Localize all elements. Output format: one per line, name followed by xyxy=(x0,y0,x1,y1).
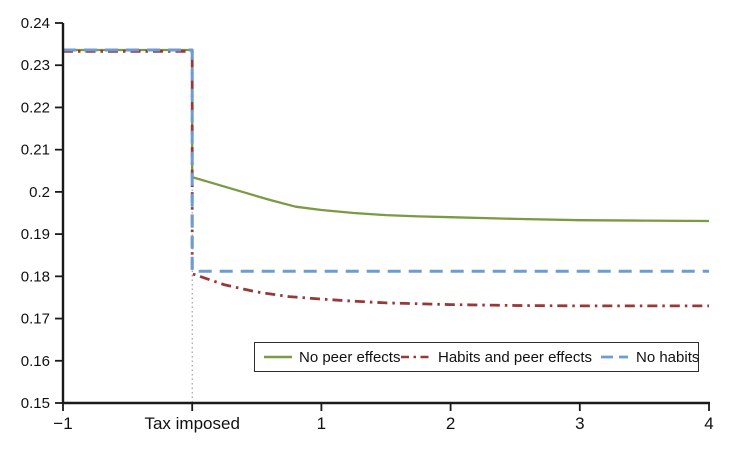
series-line-no-peer-effects xyxy=(63,48,710,223)
y-tick-label: 0.17 xyxy=(21,311,50,328)
legend-entry-no-peer-effects: No peer effects xyxy=(264,343,400,371)
x-tick-label: 1 xyxy=(317,414,326,433)
series-line-no-habits xyxy=(63,48,709,273)
x-tick-label: 4 xyxy=(704,414,713,433)
y-tick-label: 0.24 xyxy=(21,15,50,32)
legend-label-no-peer-effects: No peer effects xyxy=(299,348,401,366)
y-tick-label: 0.19 xyxy=(21,226,50,243)
y-tick-label: 0.18 xyxy=(21,268,50,285)
series-line-habits-and-peer-effects xyxy=(63,49,709,308)
legend-label-habits-and-peer-effects: Habits and peer effects xyxy=(438,348,592,366)
dash-dot-line-sample-icon xyxy=(401,355,431,359)
y-tick-label: 0.21 xyxy=(21,142,50,159)
x-tick-label: 3 xyxy=(575,414,584,433)
y-tick-label: 0.22 xyxy=(21,99,50,116)
y-tick-label: 0.16 xyxy=(21,353,50,370)
y-tick-label: 0.15 xyxy=(21,395,50,412)
solid-line-sample-icon xyxy=(264,355,292,359)
legend-entry-no-habits: No habits xyxy=(601,343,699,371)
y-tick-label: 0.23 xyxy=(21,57,50,74)
dashed-line-sample-icon xyxy=(601,355,629,359)
x-tick-label: Tax imposed xyxy=(144,414,239,433)
y-tick-label: 0.2 xyxy=(29,184,50,201)
legend-label-no-habits: No habits xyxy=(636,348,700,366)
chart-legend: No peer effects Habits and peer effects … xyxy=(254,342,699,372)
x-tick-label: −1 xyxy=(53,414,72,433)
x-tick-label: 2 xyxy=(446,414,455,433)
legend-entry-habits-and-peer-effects: Habits and peer effects xyxy=(401,343,592,371)
